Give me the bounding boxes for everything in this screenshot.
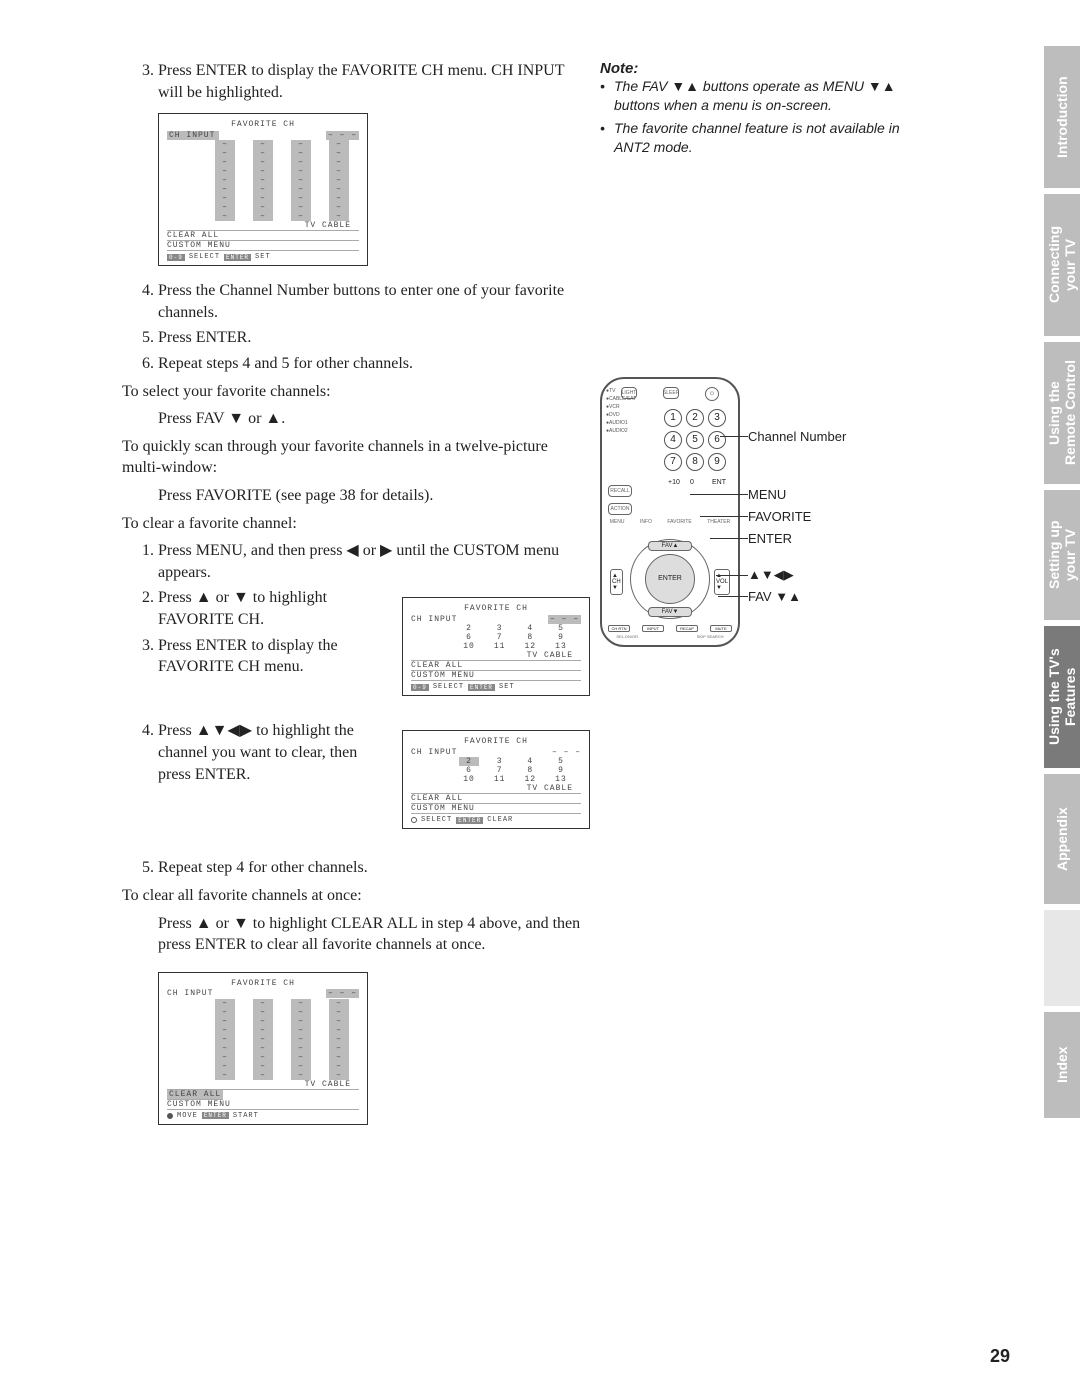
ch-button: +10 xyxy=(668,479,682,493)
menu-dash: – – – xyxy=(326,131,359,140)
callout-label: ENTER xyxy=(748,531,792,546)
number-pad: 123 456 789 xyxy=(664,409,726,471)
fav-down: FAV▼ xyxy=(648,607,692,617)
sleep-button: SLEEP xyxy=(663,387,679,399)
remote-illustration: ●TV ●CABLE/SAT ●VCR ●DVD ●AUDIO1 ●AUDIO2… xyxy=(600,377,930,677)
enter-button: ENTER xyxy=(645,554,695,604)
steps-a: 3.Press ENTER to display the FAVORITE CH… xyxy=(130,60,590,103)
side-tabs: Introduction Connecting your TV Using the … xyxy=(1030,46,1080,1124)
menu-title: FAVORITE CH xyxy=(167,120,359,129)
menu-screenshot-2: FAVORITE CH CH INPUT– – – 2345 6789 1011… xyxy=(402,597,590,696)
note-item: The FAV ▼▲ buttons operate as MENU ▼▲ bu… xyxy=(614,77,930,115)
page-number: 29 xyxy=(990,1346,1010,1367)
para-scan2: Press FAVORITE (see page 38 for details)… xyxy=(158,485,590,507)
page: 3.Press ENTER to display the FAVORITE CH… xyxy=(0,0,1080,1397)
menu-cable: TV CABLE xyxy=(167,221,359,231)
side-tab: Appendix xyxy=(1044,774,1080,904)
para-clearall: To clear all favorite channels at once: xyxy=(122,885,590,907)
right-column: Note: The FAV ▼▲ buttons operate as MENU… xyxy=(600,60,930,677)
menu-custom: CUSTOM MENU xyxy=(167,241,359,251)
main-column: 3.Press ENTER to display the FAVORITE CH… xyxy=(130,60,590,1139)
para-select: To select your favorite channels: xyxy=(122,381,590,403)
step-num: 3. xyxy=(130,60,154,103)
menu-screenshot-1: FAVORITE CH CH INPUT– – – – – –– – –– – … xyxy=(158,113,368,266)
menu-screenshot-4: FAVORITE CH CH INPUT– – – – – –– – –– – … xyxy=(158,972,368,1125)
fav-up: FAV▲ xyxy=(648,541,692,551)
remote-body: ●TV ●CABLE/SAT ●VCR ●DVD ●AUDIO1 ●AUDIO2… xyxy=(600,377,740,647)
steps-b: 4.Press the Channel Number buttons to en… xyxy=(130,280,590,374)
steps-c: 1.Press MENU, and then press ◀ or ▶ unti… xyxy=(130,540,590,583)
power-button: ⏻ xyxy=(705,387,719,401)
side-tab: Using the Remote Control xyxy=(1044,342,1080,484)
para-scan: To quickly scan through your favorite ch… xyxy=(122,436,590,479)
para-clear: To clear a favorite channel: xyxy=(122,513,590,535)
callout-label: ▲▼◀▶ xyxy=(748,567,794,583)
side-tab xyxy=(1044,910,1080,1006)
menu-clear: CLEAR ALL xyxy=(167,231,359,241)
menu-screenshot-3: FAVORITE CH CH INPUT– – – 2345 6789 1011… xyxy=(402,730,590,829)
para-clearall2: Press ▲ or ▼ to highlight CLEAR ALL in s… xyxy=(158,913,590,956)
para-select2: Press FAV ▼ or ▲. xyxy=(158,408,590,430)
callout-label: FAVORITE xyxy=(748,509,811,524)
note-item: The favorite channel feature is not avai… xyxy=(614,119,930,157)
menu-ch-input: CH INPUT xyxy=(167,131,219,140)
side-tab: Setting up your TV xyxy=(1044,490,1080,620)
side-tab: Using the TV's Features xyxy=(1044,626,1080,768)
step-text: Press ENTER to display the FAVORITE CH m… xyxy=(158,60,590,103)
callout-label: FAV ▼▲ xyxy=(748,589,801,604)
callout-label: Channel Number xyxy=(748,429,846,444)
remote-mode-labels: ●TV ●CABLE/SAT ●VCR ●DVD ●AUDIO1 ●AUDIO2 xyxy=(606,387,636,435)
side-tab: Index xyxy=(1044,1012,1080,1118)
note-list: The FAV ▼▲ buttons operate as MENU ▼▲ bu… xyxy=(600,77,930,157)
note-heading: Note: xyxy=(600,60,930,77)
callout-label: MENU xyxy=(748,487,786,502)
side-tab: Introduction xyxy=(1044,46,1080,188)
side-tab: Connecting your TV xyxy=(1044,194,1080,336)
